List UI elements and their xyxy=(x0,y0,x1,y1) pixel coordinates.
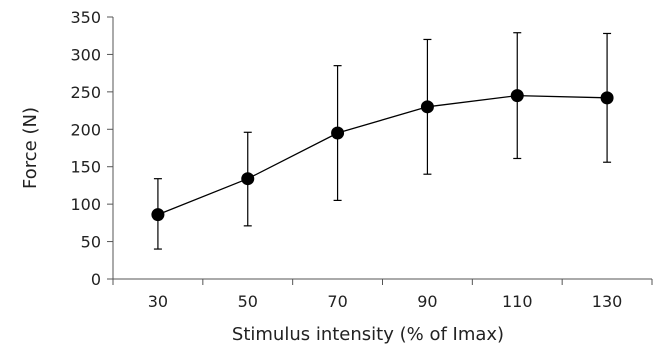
y-tick-label: 300 xyxy=(70,45,101,64)
y-tick-label: 100 xyxy=(70,195,101,214)
y-tick-label: 0 xyxy=(91,270,101,289)
data-point xyxy=(600,91,614,105)
error-bars xyxy=(153,32,612,250)
x-tick-label: 30 xyxy=(148,292,168,311)
y-tick-label: 350 xyxy=(70,8,101,27)
x-tick-label: 90 xyxy=(417,292,437,311)
series-line xyxy=(157,94,608,216)
y-tick-label: 250 xyxy=(70,83,101,102)
y-axis-ticks: 0 50 100 150 200 250 300 350 xyxy=(70,8,113,289)
y-tick-label: 150 xyxy=(70,158,101,177)
x-tick-label: 110 xyxy=(502,292,533,311)
data-point xyxy=(420,100,434,114)
y-tick-label: 50 xyxy=(81,233,101,252)
y-tick-label: 200 xyxy=(70,120,101,139)
data-point xyxy=(331,126,345,140)
y-axis-title: Force (N) xyxy=(20,107,41,189)
axes xyxy=(112,17,652,280)
data-points xyxy=(151,89,614,222)
x-tick-label: 130 xyxy=(592,292,623,311)
x-axis-ticks: 30 50 70 90 110 130 xyxy=(112,279,653,311)
series-lines xyxy=(157,94,608,216)
x-tick-label: 70 xyxy=(327,292,347,311)
data-point xyxy=(241,172,255,186)
data-point xyxy=(510,89,524,103)
x-axis-title: Stimulus intensity (% of Imax) xyxy=(232,324,504,345)
x-tick-label: 50 xyxy=(238,292,258,311)
data-point xyxy=(151,208,165,222)
